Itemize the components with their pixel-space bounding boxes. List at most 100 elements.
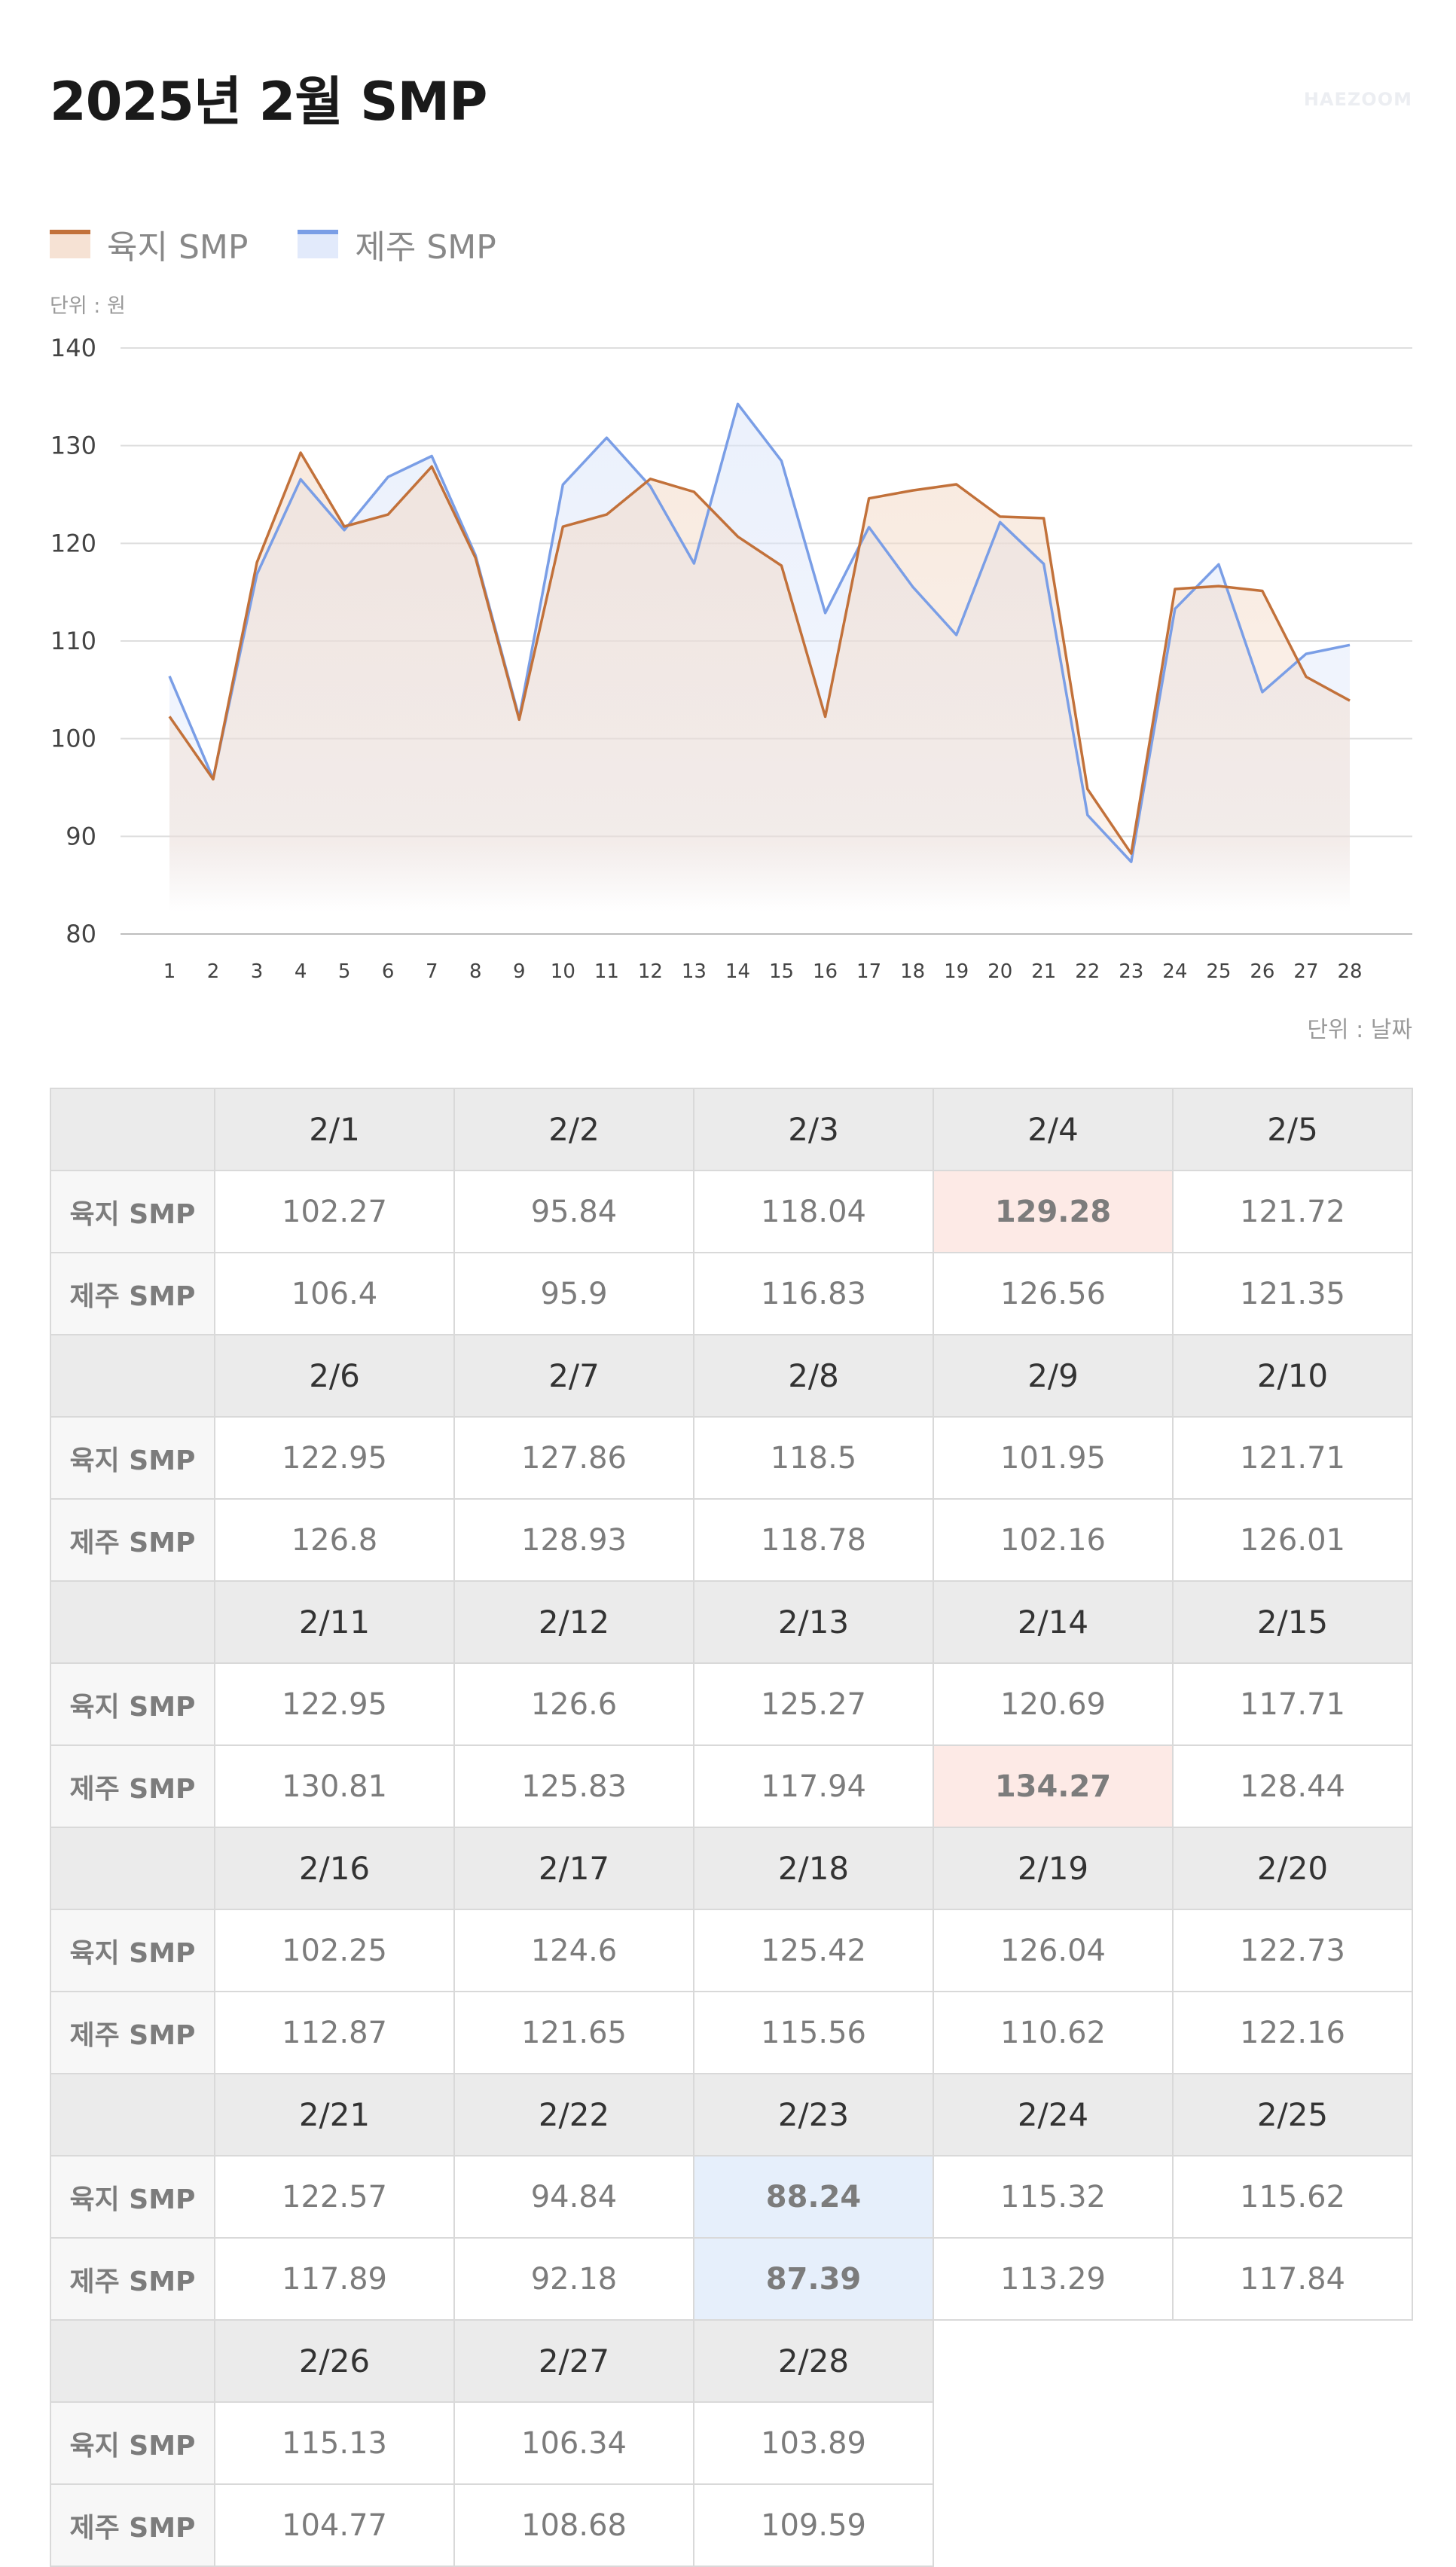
table-row-jeju: 제주 SMP 126.8 128.93 118.78 102.16 126.01 bbox=[50, 1498, 1413, 1582]
value-cell-land: 125.42 bbox=[693, 1909, 934, 1992]
empty-cell bbox=[1173, 2320, 1412, 2402]
table-row-jeju: 제주 SMP 130.81 125.83 117.94 134.27 128.44 bbox=[50, 1744, 1413, 1828]
value-cell-jeju: 113.29 bbox=[933, 2237, 1174, 2321]
smp-table: 2/1 2/2 2/3 2/4 2/5 육지 SMP 102.27 95.84 118.04 12… bbox=[50, 1088, 1413, 2567]
value-cell-land: 122.95 bbox=[214, 1416, 455, 1500]
date-header-cell: 2/19 bbox=[933, 1827, 1174, 1910]
value-cell-land: 121.72 bbox=[1172, 1170, 1413, 1253]
date-header-cell: 2/5 bbox=[1172, 1088, 1413, 1171]
x-tick-label: 11 bbox=[594, 960, 619, 983]
area-land bbox=[169, 453, 1350, 911]
date-header-row: 2/26 2/27 2/28 bbox=[50, 2319, 1412, 2403]
value-cell-land: 124.6 bbox=[453, 1909, 694, 1992]
empty-cell bbox=[1173, 2402, 1412, 2484]
legend-label-land: 육지 SMP bbox=[107, 228, 249, 267]
value-cell-land: 101.95 bbox=[933, 1416, 1174, 1500]
value-cell-jeju: 126.01 bbox=[1172, 1498, 1413, 1582]
y-tick-label: 110 bbox=[50, 627, 96, 655]
x-tick-label: 1 bbox=[163, 960, 176, 983]
x-tick-label: 17 bbox=[856, 960, 881, 983]
date-header-row: 2/11 2/12 2/13 2/14 2/15 bbox=[50, 1580, 1413, 1664]
y-tick-label: 140 bbox=[50, 334, 96, 362]
value-cell-jeju: 87.39 bbox=[693, 2237, 934, 2321]
value-cell-land: 115.13 bbox=[214, 2401, 455, 2485]
date-header-cell: 2/12 bbox=[453, 1580, 694, 1664]
x-tick-label: 20 bbox=[987, 960, 1012, 983]
date-header-cell: 2/21 bbox=[214, 2073, 455, 2156]
date-header-cell: 2/20 bbox=[1172, 1827, 1413, 1910]
chart-legend: 육지 SMP 제주 SMP bbox=[50, 220, 546, 268]
row-label-land: 육지 SMP bbox=[50, 1909, 215, 1992]
legend-item-jeju: 제주 SMP bbox=[298, 220, 496, 268]
date-header-cell: 2/28 bbox=[693, 2319, 934, 2403]
x-tick-label: 19 bbox=[944, 960, 969, 983]
page-title: 2025년 2월 SMP bbox=[50, 71, 487, 133]
corner-cell bbox=[50, 1088, 215, 1171]
row-label-jeju: 제주 SMP bbox=[50, 1252, 215, 1335]
legend-item-land: 육지 SMP bbox=[50, 220, 248, 268]
x-axis-unit: 단위 : 날짜 bbox=[1307, 1017, 1412, 1043]
date-header-row: 2/6 2/7 2/8 2/9 2/10 bbox=[50, 1334, 1413, 1418]
value-cell-jeju: 125.83 bbox=[453, 1744, 694, 1828]
legend-label-jeju: 제주 SMP bbox=[355, 228, 496, 267]
y-tick-label: 80 bbox=[66, 920, 96, 948]
x-tick-label: 12 bbox=[638, 960, 663, 983]
value-cell-land: 127.86 bbox=[453, 1416, 694, 1500]
y-tick-label: 100 bbox=[50, 725, 96, 753]
date-header-cell: 2/9 bbox=[933, 1334, 1174, 1418]
date-header-cell: 2/4 bbox=[933, 1088, 1174, 1171]
legend-swatch-land bbox=[50, 230, 90, 258]
table-row-land: 육지 SMP 115.13 106.34 103.89 bbox=[50, 2401, 1412, 2485]
value-cell-jeju: 121.65 bbox=[453, 1991, 694, 2074]
chart-areas bbox=[169, 404, 1350, 911]
table-row-jeju: 제주 SMP 112.87 121.65 115.56 110.62 122.16 bbox=[50, 1991, 1413, 2074]
date-header-cell: 2/13 bbox=[693, 1580, 934, 1664]
x-tick-label: 27 bbox=[1293, 960, 1318, 983]
value-cell-jeju: 104.77 bbox=[214, 2483, 455, 2567]
value-cell-land: 88.24 bbox=[693, 2155, 934, 2239]
x-tick-label: 24 bbox=[1162, 960, 1187, 983]
date-header-cell: 2/24 bbox=[933, 2073, 1174, 2156]
value-cell-land: 117.71 bbox=[1172, 1662, 1413, 1746]
row-label-land: 육지 SMP bbox=[50, 2155, 215, 2239]
x-tick-label: 2 bbox=[207, 960, 220, 983]
value-cell-jeju: 110.62 bbox=[933, 1991, 1174, 2074]
date-header-cell: 2/22 bbox=[453, 2073, 694, 2156]
value-cell-jeju: 117.89 bbox=[214, 2237, 455, 2321]
date-header-cell: 2/26 bbox=[214, 2319, 455, 2403]
value-cell-jeju: 118.78 bbox=[693, 1498, 934, 1582]
date-header-cell: 2/1 bbox=[214, 1088, 455, 1171]
value-cell-land: 115.62 bbox=[1172, 2155, 1413, 2239]
x-tick-label: 10 bbox=[551, 960, 575, 983]
date-header-row: 2/16 2/17 2/18 2/19 2/20 bbox=[50, 1827, 1413, 1910]
value-cell-jeju: 117.94 bbox=[693, 1744, 934, 1828]
value-cell-jeju: 95.9 bbox=[453, 1252, 694, 1335]
date-header-row: 2/1 2/2 2/3 2/4 2/5 bbox=[50, 1088, 1413, 1171]
x-tick-label: 3 bbox=[251, 960, 264, 983]
corner-cell bbox=[50, 1580, 215, 1664]
date-header-cell: 2/10 bbox=[1172, 1334, 1413, 1418]
corner-cell bbox=[50, 1827, 215, 1910]
row-label-land: 육지 SMP bbox=[50, 1662, 215, 1746]
value-cell-jeju: 130.81 bbox=[214, 1744, 455, 1828]
value-cell-jeju: 128.44 bbox=[1172, 1744, 1413, 1828]
value-cell-land: 106.34 bbox=[453, 2401, 694, 2485]
row-label-jeju: 제주 SMP bbox=[50, 1744, 215, 1828]
x-tick-label: 21 bbox=[1031, 960, 1056, 983]
empty-cell bbox=[1173, 2484, 1412, 2566]
table-row-land: 육지 SMP 122.57 94.84 88.24 115.32 115.62 bbox=[50, 2155, 1413, 2239]
value-cell-land: 95.84 bbox=[453, 1170, 694, 1253]
value-cell-land: 120.69 bbox=[933, 1662, 1174, 1746]
value-cell-jeju: 108.68 bbox=[453, 2483, 694, 2567]
corner-cell bbox=[50, 2319, 215, 2403]
value-cell-jeju: 109.59 bbox=[693, 2483, 934, 2567]
table-row-land: 육지 SMP 122.95 127.86 118.5 101.95 121.71 bbox=[50, 1416, 1413, 1500]
value-cell-land: 122.57 bbox=[214, 2155, 455, 2239]
table-row-jeju: 제주 SMP 106.4 95.9 116.83 126.56 121.35 bbox=[50, 1252, 1413, 1335]
y-tick-label: 120 bbox=[50, 529, 96, 557]
x-tick-label: 14 bbox=[725, 960, 750, 983]
x-tick-label: 18 bbox=[900, 960, 925, 983]
value-cell-jeju: 126.56 bbox=[933, 1252, 1174, 1335]
value-cell-jeju: 122.16 bbox=[1172, 1991, 1413, 2074]
